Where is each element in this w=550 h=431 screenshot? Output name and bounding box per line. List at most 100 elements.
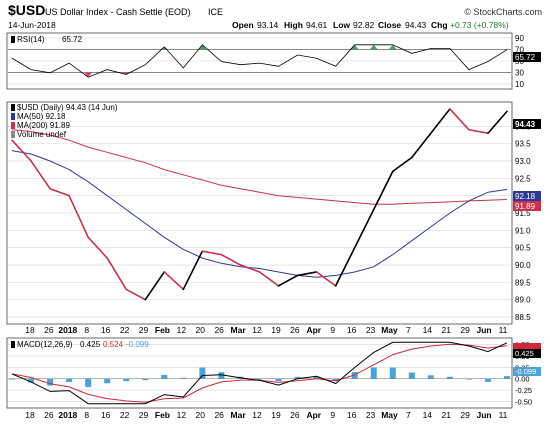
price-tick-label: 90.0 [515, 261, 531, 270]
macd-legend-swatch [11, 341, 15, 348]
legend-entry: MA(50) 92.18 [17, 112, 66, 121]
macd-tag: 0.425 [515, 349, 534, 358]
open-value: 93.14 [257, 20, 279, 30]
x-tick-label: 26 [44, 410, 54, 420]
macd-hist-bar [427, 375, 434, 379]
x-tick-label: 18 [25, 410, 35, 420]
price-segment [239, 264, 261, 273]
macd-legend-macd: 0.425 [80, 340, 101, 349]
macd-hist-bar [408, 372, 415, 379]
price-segment [468, 128, 489, 135]
price-segment [258, 271, 280, 287]
price-tick-label: 90.5 [515, 244, 531, 253]
price-segment [30, 160, 51, 190]
x-tick-label: 19 [271, 410, 281, 420]
low-value: 92.82 [353, 20, 375, 30]
hist-tag: -0.099 [515, 367, 536, 376]
x-tick-label: 12 [252, 325, 262, 335]
price-tick-label: 89.5 [515, 278, 531, 287]
x-tick-label: 29 [460, 325, 470, 335]
x-tick-label: 26 [44, 325, 54, 335]
rsi-legend-value: 65.72 [62, 35, 83, 44]
index-name: US Dollar Index - Cash Settle (EOD) [45, 7, 191, 17]
legend-entry: $USD (Daily) 94.43 (14 Jun) [17, 103, 118, 112]
rsi-tick-label: 90 [515, 34, 524, 43]
macd-tick-label: -0.50 [515, 397, 532, 406]
x-tick-label: 8 [84, 410, 89, 420]
close-label: Close [378, 20, 401, 30]
price-segment [11, 139, 32, 162]
x-tick-label: 2018 [58, 325, 77, 335]
macd-hist-bar [104, 378, 111, 384]
x-tick-label: 14 [423, 410, 433, 420]
price-segment [487, 110, 508, 135]
macd-hist-bar [66, 378, 73, 383]
price-segment [182, 250, 204, 291]
macd-frame [6, 337, 513, 409]
brand-watermark: © StockCharts.com [464, 7, 542, 17]
macd-legend-signal: 0.524 [103, 340, 124, 349]
x-tick-label: 12 [177, 410, 187, 420]
x-tick-label: 26 [290, 325, 300, 335]
chart-date: 14-Jun-2018 [8, 20, 56, 30]
last-price-tag-box [513, 119, 541, 129]
x-tick-label: 14 [423, 325, 433, 335]
rsi-oversold-fill [46, 72, 131, 78]
open-label: Open [232, 20, 254, 30]
macd-hist-bar [504, 376, 510, 379]
macd-hist-bar [370, 367, 377, 379]
x-tick-label: 12 [177, 325, 187, 335]
macd-hist-bar [199, 367, 206, 379]
x-tick-label: 20 [196, 410, 206, 420]
x-tick-label: 29 [139, 325, 149, 335]
price-segment [220, 253, 242, 266]
x-tick-label: 23 [366, 410, 376, 420]
price-tick-label: 91.5 [515, 209, 531, 218]
price-segment [163, 271, 185, 291]
macd-hist-bar [47, 378, 54, 386]
macd-hist-bar [256, 378, 263, 380]
x-tick-label: 16 [101, 410, 111, 420]
x-tick-label: 21 [442, 325, 452, 335]
x-tick-label: 9 [330, 325, 335, 335]
macd-tick-label: 0.00 [515, 375, 530, 384]
ma200-tag: 91.89 [515, 202, 536, 211]
macd-hist-bar [465, 378, 472, 380]
x-tick-label: 16 [347, 410, 357, 420]
legend-swatch [11, 131, 15, 138]
price-tick-label: 93.0 [515, 157, 531, 166]
x-tick-label: 22 [120, 410, 130, 420]
price-segment [391, 156, 413, 173]
price-segment [411, 132, 432, 159]
x-tick-label: 16 [101, 325, 111, 335]
price-segment [49, 187, 70, 197]
price-segment [277, 274, 299, 287]
x-tick-label: Jun [477, 325, 492, 335]
x-tick-label: 7 [406, 410, 411, 420]
x-tick-label: 2018 [58, 410, 77, 420]
x-tick-label: 20 [196, 325, 206, 335]
price-segment [296, 271, 318, 277]
macd-hist-bar [142, 378, 149, 381]
macd-panel: MACD(12,26,9) 0.425 0.524 -0.099 0.750.5… [6, 337, 541, 409]
macd-hist-bar [85, 378, 92, 388]
ma200-tag-box [513, 201, 541, 211]
macd-tag-box [513, 349, 541, 358]
ma50-tag: 92.18 [515, 192, 536, 201]
x-tick-label: 16 [347, 325, 357, 335]
high-label: High [284, 20, 303, 30]
rsi-line [11, 44, 508, 78]
macd-hist-bar [332, 378, 339, 382]
x-tick-label: May [381, 410, 398, 420]
x-tick-label: Mar [231, 410, 247, 420]
x-tick-label: 11 [499, 410, 508, 420]
rsi-last-tag: 65.72 [515, 53, 536, 62]
x-tick-label: 7 [406, 325, 411, 335]
macd-hist-bar [484, 378, 491, 382]
rsi-tick-label: 30 [515, 69, 524, 78]
chg-value: +0.73 (+0.78%) [450, 20, 509, 30]
price-segment [334, 246, 356, 287]
price-segment [87, 236, 108, 259]
macd-hist-bar [275, 378, 282, 382]
legend-swatch [11, 104, 15, 111]
